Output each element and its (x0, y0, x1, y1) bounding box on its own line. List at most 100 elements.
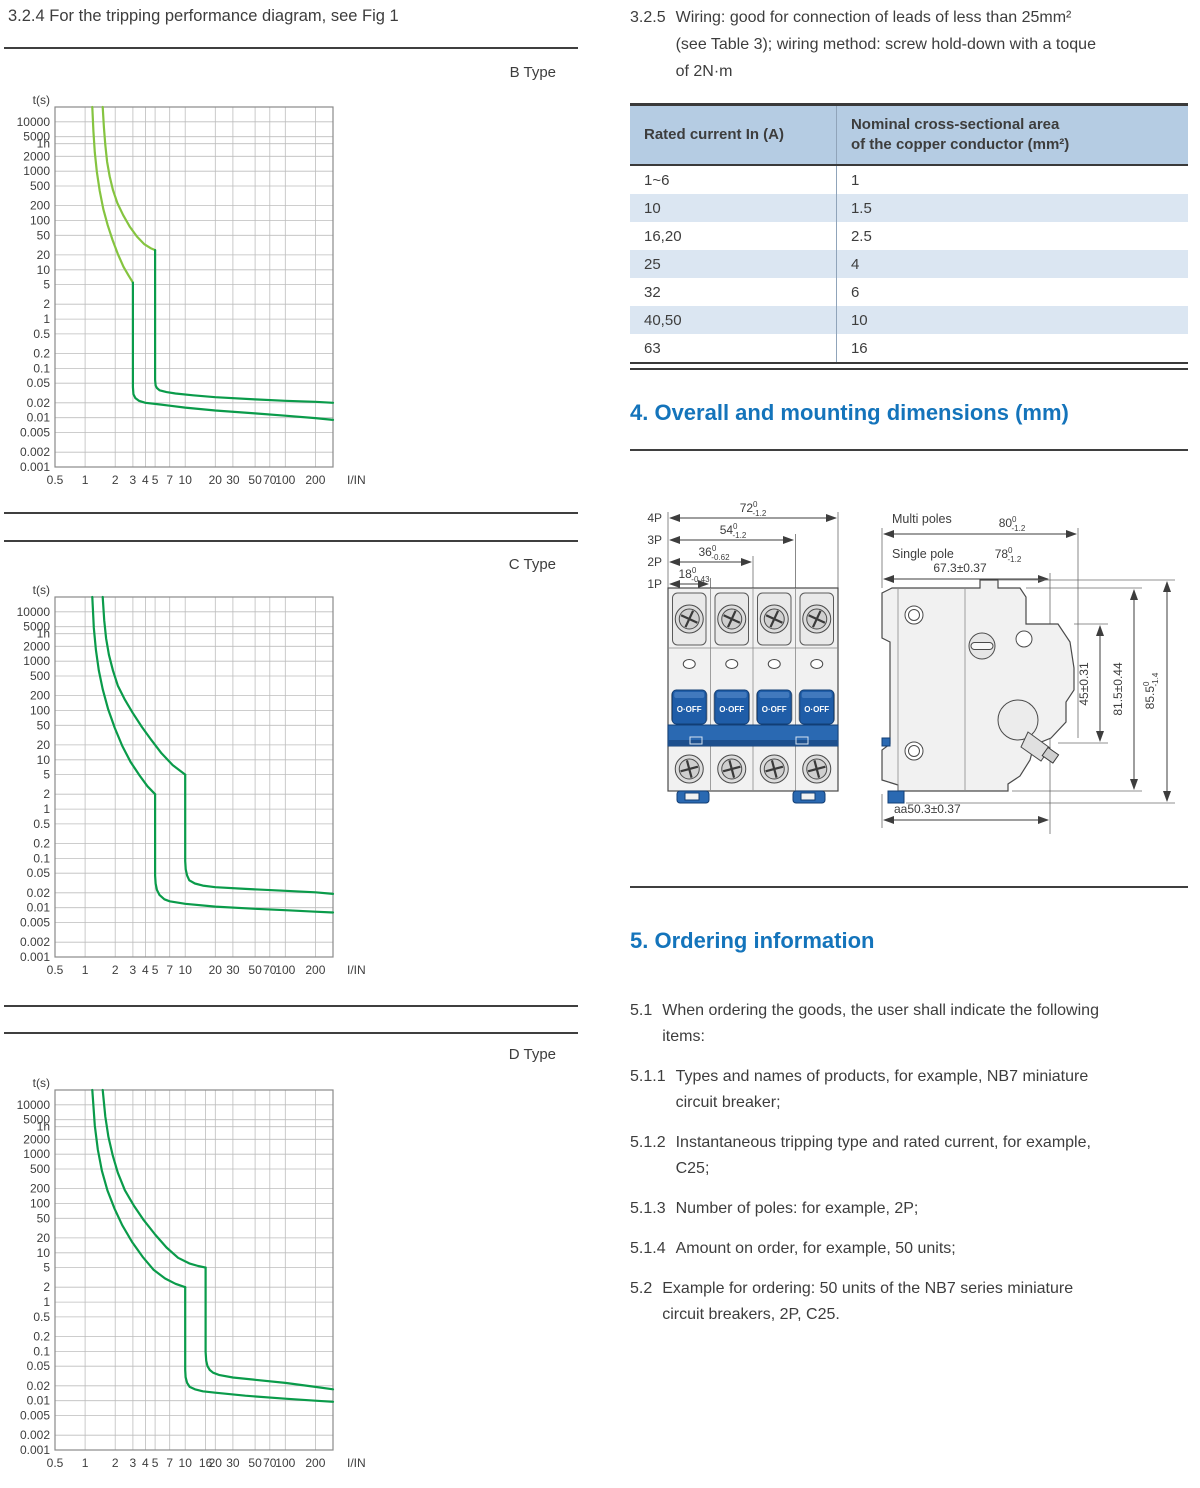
svg-text:4: 4 (142, 1456, 149, 1470)
dim-label-18: 180 -0.43 (678, 566, 710, 584)
tripping-curve-upper-limit-thermal (101, 1088, 207, 1269)
svg-text:10: 10 (179, 473, 193, 487)
pole-module: O·OFF (798, 592, 835, 784)
ordering-item-number: 5.1.2 (630, 1134, 666, 1151)
dim-label-78: 780 -1.2 (995, 546, 1022, 564)
tripping-curve-upper-limit-magnetic (204, 1266, 335, 1391)
table-header-row: Rated current In (A) Nominal cross-secti… (630, 104, 1188, 166)
svg-text:0.1: 0.1 (33, 851, 50, 865)
svg-text:1: 1 (43, 1295, 50, 1309)
svg-text:5: 5 (152, 963, 159, 977)
svg-text:10000: 10000 (17, 605, 51, 619)
svg-text:t(s): t(s) (33, 585, 50, 597)
svg-text:2000: 2000 (23, 639, 50, 653)
svg-text:0.001: 0.001 (20, 460, 50, 474)
ordering-item: 5.1.2 Instantaneous tripping type and rat… (630, 1130, 1188, 1182)
rated-current-cell: 40,50 (630, 306, 837, 334)
ordering-item-number: 5.2 (630, 1280, 653, 1297)
svg-text:0.5: 0.5 (47, 473, 64, 487)
ordering-item: 5.2 Example for ordering: 50 units of the… (630, 1276, 1188, 1328)
svg-text:0.001: 0.001 (20, 1443, 50, 1457)
svg-text:0.2: 0.2 (33, 1330, 50, 1344)
svg-text:0.1: 0.1 (33, 361, 50, 375)
table-row: 25 4 (630, 250, 1188, 278)
indicator-window-icon (682, 659, 696, 669)
table-row: 32 6 (630, 278, 1188, 306)
wiring-number: 3.2.5 (630, 9, 666, 26)
svg-text:0.005: 0.005 (20, 916, 50, 930)
ordering-list: 5.1 When ordering the goods, the user sha… (630, 998, 1188, 1342)
toggle-pivot (997, 699, 1039, 741)
chart-type-label-b: B Type (509, 64, 556, 81)
pole-module: O·OFF (713, 592, 750, 784)
svg-text:2: 2 (43, 1280, 50, 1294)
svg-text:30: 30 (226, 473, 240, 487)
svg-text:200: 200 (305, 963, 325, 977)
svg-text:50: 50 (248, 963, 262, 977)
svg-text:10: 10 (37, 263, 51, 277)
dim-label-81-5: 81.5±0.44 (1111, 662, 1125, 716)
svg-text:2: 2 (43, 297, 50, 311)
svg-text:200: 200 (30, 689, 50, 703)
ordering-item: 5.1.3 Number of poles: for example, 2P; (630, 1196, 1188, 1222)
chart-type-label-d: D Type (508, 1046, 556, 1063)
svg-text:0.5: 0.5 (33, 327, 50, 341)
divider (4, 1005, 578, 1007)
table-row: 40,50 10 (630, 306, 1188, 334)
dim-label-85-5: 85.50-1.4 (1142, 672, 1160, 709)
svg-text:t(s): t(s) (33, 95, 50, 107)
svg-text:4: 4 (142, 473, 149, 487)
svg-text:0.002: 0.002 (20, 935, 50, 949)
tripping-curve-lower-limit-magnetic (154, 793, 335, 914)
svg-text:50: 50 (37, 228, 51, 242)
svg-text:2: 2 (112, 1456, 119, 1470)
svg-text:200: 200 (305, 1456, 325, 1470)
pole-label-2p: 2P (647, 555, 662, 569)
svg-text:I/IN: I/IN (347, 963, 366, 977)
ordering-item-text: Example for ordering: 50 units of the NB… (662, 1280, 1074, 1323)
dim-label-67-3: 67.3±0.37 (933, 561, 987, 575)
divider (4, 540, 578, 542)
tripping-curve-upper-limit-magnetic (154, 249, 335, 404)
svg-text:1000: 1000 (23, 164, 50, 178)
svg-text:500: 500 (30, 179, 50, 193)
svg-text:0.1: 0.1 (33, 1344, 50, 1358)
tripping-curve-lower-limit-thermal (91, 105, 134, 284)
svg-text:16: 16 (199, 1456, 213, 1470)
svg-text:50: 50 (248, 1456, 262, 1470)
spec-table: Rated current In (A) Nominal cross-secti… (630, 103, 1188, 364)
table-bottom-rule (630, 368, 1188, 370)
table-header-rated-current: Rated current In (A) (630, 104, 837, 166)
svg-text:1: 1 (43, 312, 50, 326)
svg-text:30: 30 (226, 1456, 240, 1470)
ordering-item: 5.1 When ordering the goods, the user sha… (630, 998, 1188, 1050)
svg-text:0.002: 0.002 (20, 445, 50, 459)
tripping-curve-lower-limit-magnetic (184, 1286, 335, 1403)
svg-text:3: 3 (130, 1456, 137, 1470)
svg-text:1000: 1000 (23, 654, 50, 668)
svg-text:10: 10 (37, 753, 51, 767)
dim-label-80: 800 -1.2 (999, 515, 1026, 533)
pole-label-4p: 4P (647, 511, 662, 525)
svg-text:I/IN: I/IN (347, 473, 366, 487)
multi-poles-label: Multi poles (892, 512, 952, 526)
svg-text:0.02: 0.02 (27, 886, 51, 900)
dim-label-54: 540 -1.2 (720, 522, 747, 540)
svg-text:50: 50 (37, 718, 51, 732)
svg-text:0.5: 0.5 (33, 817, 50, 831)
svg-text:10: 10 (179, 1456, 193, 1470)
rated-current-cell: 63 (630, 334, 837, 363)
svg-text:20: 20 (209, 963, 223, 977)
svg-text:1: 1 (82, 473, 89, 487)
din-clip (887, 790, 905, 804)
cross-section-cell: 1 (850, 171, 860, 189)
cross-section-cell: 6 (850, 283, 860, 301)
mounting-hole-icon (904, 605, 924, 625)
svg-text:2: 2 (112, 473, 119, 487)
svg-text:5: 5 (152, 473, 159, 487)
ordering-item-number: 5.1.4 (630, 1240, 666, 1257)
svg-text:100: 100 (30, 214, 50, 228)
rated-current-cell: 16,20 (630, 222, 837, 250)
svg-text:500: 500 (30, 1162, 50, 1176)
